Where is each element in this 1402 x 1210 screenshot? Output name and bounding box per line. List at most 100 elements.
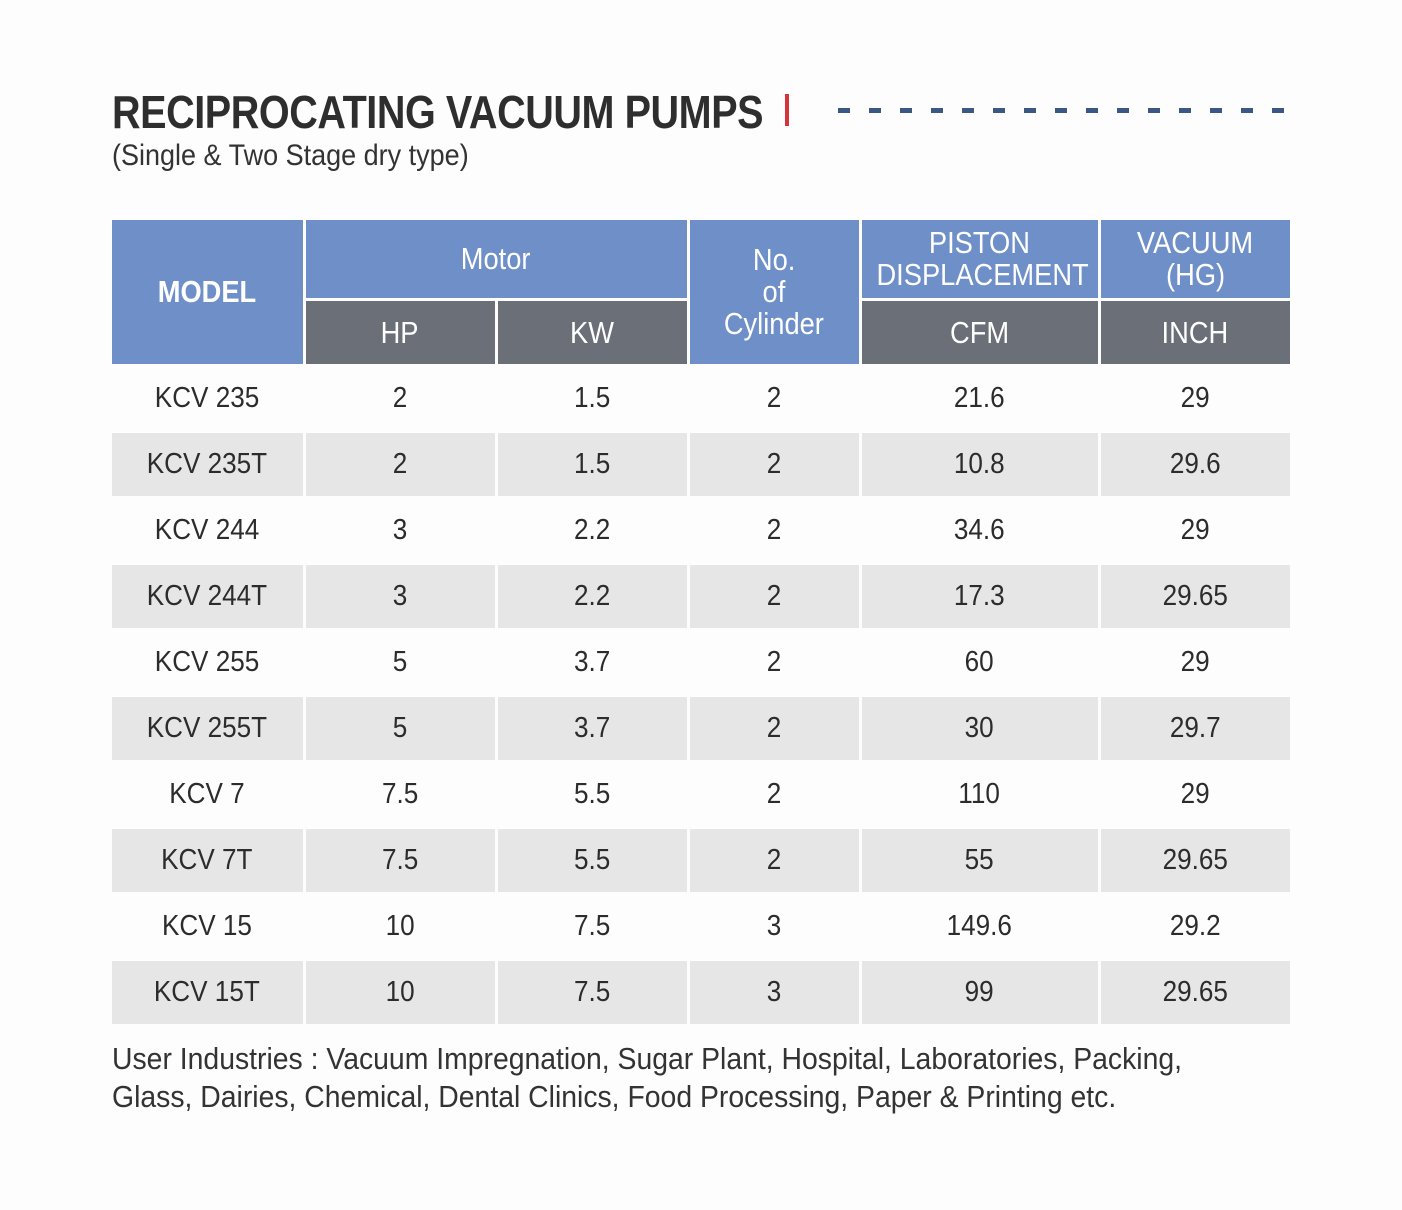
cell-hp: 5: [302, 695, 496, 763]
cell-vacuum: 29.2: [1097, 893, 1290, 961]
spec-table: MODEL Motor No. of Cylinder PISTON DISPL…: [112, 220, 1290, 1027]
cell-cfm: 60: [858, 629, 1099, 697]
cell-kw: 7.5: [494, 893, 688, 961]
cell-kw: 3.7: [494, 629, 688, 697]
cell-cylinders: 2: [686, 827, 860, 895]
cell-vacuum: 29: [1097, 629, 1290, 697]
page-title: RECIPROCATING VACUUM PUMPS: [112, 86, 764, 138]
cell-vacuum: 29.65: [1097, 563, 1290, 631]
table-row: KCV 244T 3 2.2 2 17.3 29.65: [112, 563, 1290, 631]
cell-cylinders: 2: [686, 695, 860, 763]
cell-vacuum: 29: [1097, 761, 1290, 829]
cell-kw: 3.7: [494, 695, 688, 763]
header-cylinders: No. of Cylinder: [686, 220, 860, 367]
table-row: KCV 255 5 3.7 2 60 29: [112, 629, 1290, 697]
user-industries-note: User Industries : Vacuum Impregnation, S…: [112, 1040, 1302, 1116]
table-row: KCV 7T 7.5 5.5 2 55 29.65: [112, 827, 1290, 895]
cell-cylinders: 3: [686, 959, 860, 1027]
cell-hp: 3: [302, 563, 496, 631]
cell-model: KCV 235T: [112, 431, 304, 499]
spec-table-container: MODEL Motor No. of Cylinder PISTON DISPL…: [112, 220, 1290, 1027]
user-industries-line1: User Industries : Vacuum Impregnation, S…: [112, 1041, 1183, 1076]
cell-model: KCV 235: [112, 365, 304, 433]
cell-hp: 7.5: [302, 827, 496, 895]
cell-kw: 2.2: [494, 563, 688, 631]
page-subtitle: (Single & Two Stage dry type): [112, 139, 469, 172]
header-model-label: MODEL: [157, 274, 257, 309]
cell-hp: 10: [302, 959, 496, 1027]
cell-cylinders: 2: [686, 365, 860, 433]
cell-cfm: 21.6: [858, 365, 1099, 433]
cell-model: KCV 255: [112, 629, 304, 697]
cell-vacuum: 29.6: [1097, 431, 1290, 499]
user-industries-line2: Glass, Dairies, Chemical, Dental Clinics…: [112, 1079, 1117, 1114]
header-cfm-label: CFM: [949, 314, 1010, 350]
cell-cfm: 110: [858, 761, 1099, 829]
cell-model: KCV 7T: [112, 827, 304, 895]
header-piston: PISTON DISPLACEMENT: [858, 220, 1099, 301]
cell-kw: 1.5: [494, 365, 688, 433]
cell-kw: 1.5: [494, 431, 688, 499]
header-cylinders-line1: No.: [752, 242, 796, 277]
header-cfm: CFM: [858, 299, 1099, 367]
cell-vacuum: 29: [1097, 497, 1290, 565]
header-vacuum-line2: (HG): [1165, 257, 1225, 292]
header-vacuum: VACUUM (HG): [1097, 220, 1290, 301]
cell-cfm: 30: [858, 695, 1099, 763]
cell-vacuum: 29.65: [1097, 959, 1290, 1027]
cell-cfm: 149.6: [858, 893, 1099, 961]
cell-kw: 5.5: [494, 827, 688, 895]
header-cylinders-line3: Cylinder: [723, 306, 825, 341]
cell-model: KCV 7: [112, 761, 304, 829]
cell-hp: 7.5: [302, 761, 496, 829]
cell-cfm: 10.8: [858, 431, 1099, 499]
title-dashed-rule: [838, 108, 1290, 113]
cell-cylinders: 3: [686, 893, 860, 961]
header-motor-label: Motor: [461, 241, 531, 276]
header-hp-label: HP: [381, 314, 419, 350]
spec-table-body: KCV 235 2 1.5 2 21.6 29 KCV 235T 2 1.5 2…: [112, 365, 1290, 1027]
header-kw: KW: [494, 299, 688, 367]
table-row: KCV 15 10 7.5 3 149.6 29.2: [112, 893, 1290, 961]
table-row: KCV 235T 2 1.5 2 10.8 29.6: [112, 431, 1290, 499]
cell-hp: 10: [302, 893, 496, 961]
cell-hp: 5: [302, 629, 496, 697]
cell-cylinders: 2: [686, 629, 860, 697]
cell-cylinders: 2: [686, 563, 860, 631]
cell-model: KCV 244: [112, 497, 304, 565]
cell-cfm: 99: [858, 959, 1099, 1027]
cell-vacuum: 29.7: [1097, 695, 1290, 763]
header-kw-label: KW: [570, 314, 614, 350]
title-accent-bar: [785, 94, 789, 126]
header-piston-line1: PISTON: [928, 225, 1031, 260]
table-row: KCV 7 7.5 5.5 2 110 29: [112, 761, 1290, 829]
cell-cylinders: 2: [686, 497, 860, 565]
header-model: MODEL: [112, 220, 304, 367]
cell-hp: 2: [302, 431, 496, 499]
header-piston-line2: DISPLACEMENT: [875, 257, 1089, 292]
table-row: KCV 15T 10 7.5 3 99 29.65: [112, 959, 1290, 1027]
cell-cylinders: 2: [686, 761, 860, 829]
cell-cylinders: 2: [686, 431, 860, 499]
cell-hp: 2: [302, 365, 496, 433]
cell-cfm: 34.6: [858, 497, 1099, 565]
table-row: KCV 255T 5 3.7 2 30 29.7: [112, 695, 1290, 763]
cell-vacuum: 29.65: [1097, 827, 1290, 895]
header-motor: Motor: [302, 220, 688, 301]
header-inch-label: INCH: [1161, 314, 1229, 350]
cell-kw: 7.5: [494, 959, 688, 1027]
cell-kw: 5.5: [494, 761, 688, 829]
table-row: KCV 244 3 2.2 2 34.6 29: [112, 497, 1290, 565]
cell-hp: 3: [302, 497, 496, 565]
table-row: KCV 235 2 1.5 2 21.6 29: [112, 365, 1290, 433]
cell-vacuum: 29: [1097, 365, 1290, 433]
cell-model: KCV 15: [112, 893, 304, 961]
cell-cfm: 55: [858, 827, 1099, 895]
cell-model: KCV 255T: [112, 695, 304, 763]
header-cylinders-line2: of: [762, 274, 786, 309]
cell-cfm: 17.3: [858, 563, 1099, 631]
cell-model: KCV 15T: [112, 959, 304, 1027]
cell-model: KCV 244T: [112, 563, 304, 631]
header-inch: INCH: [1097, 299, 1290, 367]
header-hp: HP: [302, 299, 496, 367]
